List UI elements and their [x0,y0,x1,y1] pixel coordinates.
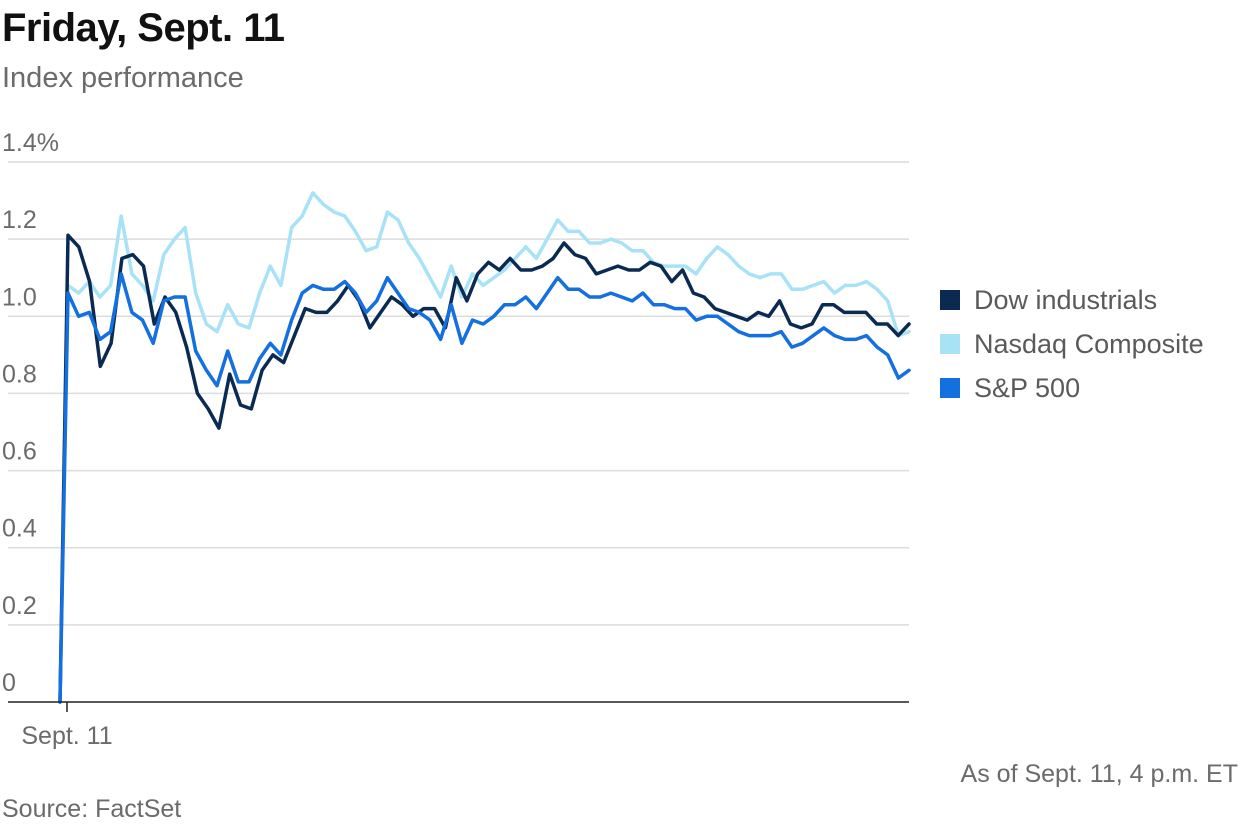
y-tick-label: 0.6 [2,438,37,466]
legend-item: Nasdaq Composite [940,322,1204,366]
series-line-dow-industrials [58,233,911,704]
y-tick-label: 0 [2,669,16,697]
series-line-s-p-500 [58,272,911,704]
source-note: Source: FactSet [2,795,182,823]
chart-subtitle: Index performance [2,62,244,94]
x-axis: Sept. 11 [8,701,909,750]
legend-item: S&P 500 [940,366,1204,410]
y-tick-label: 1.4% [2,129,59,157]
legend-swatch [940,290,960,310]
series-lines [58,191,911,704]
y-tick-label: 0.2 [2,592,37,620]
y-tick-label: 0.4 [2,515,37,543]
x-tick-label: Sept. 11 [21,722,112,750]
legend: Dow industrials Nasdaq Composite S&P 500 [940,278,1204,410]
series-line-nasdaq-composite [58,191,911,704]
y-axis-labels: 0 0.2 0.4 0.6 0.8 1.0 1.2 1.4% [2,129,59,697]
legend-swatch [940,378,960,398]
chart-title: Friday, Sept. 11 [2,6,285,50]
legend-label: Nasdaq Composite [974,328,1204,359]
legend-swatch [940,334,960,354]
legend-label: Dow industrials [974,284,1158,315]
legend-label: S&P 500 [974,372,1081,403]
y-tick-label: 1.2 [2,206,37,234]
legend-item: Dow industrials [940,278,1204,322]
y-tick-label: 0.8 [2,360,37,388]
grid-lines [8,161,909,626]
y-tick-label: 1.0 [2,283,37,311]
timestamp-note: As of Sept. 11, 4 p.m. ET [960,760,1238,788]
